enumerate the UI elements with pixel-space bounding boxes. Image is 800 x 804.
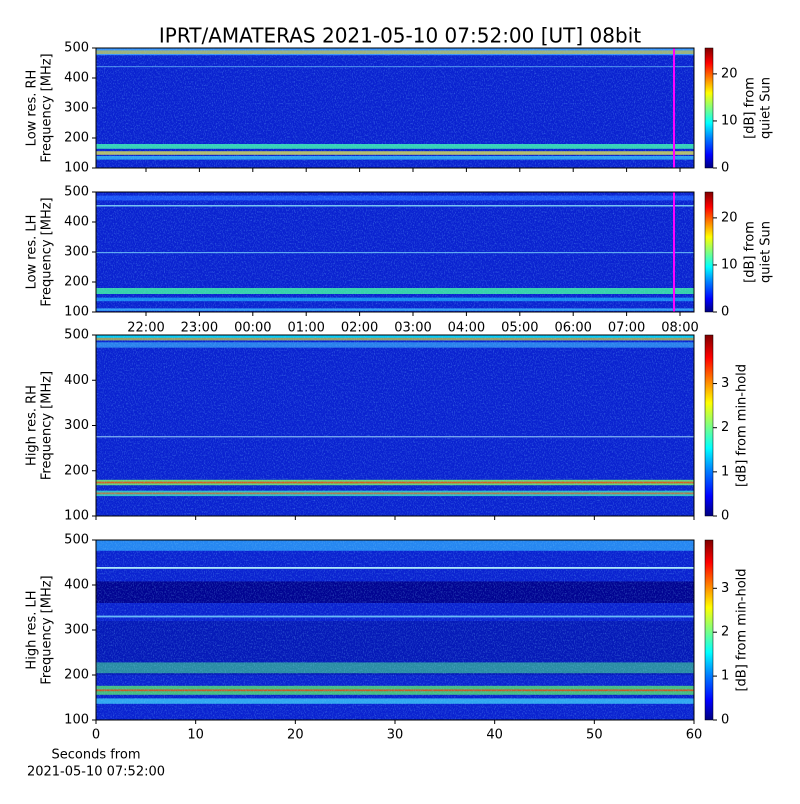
colorbar [704,191,714,313]
x-tick-label: 10 [187,728,204,743]
x-tick-label: 08:00 [661,321,698,336]
chart-title: IPRT/AMATERAS 2021-05-10 07:52:00 [UT] 0… [159,24,641,48]
y-tick-label: 200 [64,668,89,683]
y-tick-label: 500 [64,185,89,200]
x-tick-label: 02:00 [341,321,378,336]
x-tick-label: 23:00 [181,321,218,336]
x-tick-label: 22:00 [127,321,164,336]
x-tick-label: 05:00 [501,321,538,336]
y-tick-label: 500 [64,533,89,548]
y-tick-label: 100 [64,713,89,728]
y-tick-label: 400 [64,71,89,86]
y-axis-label: High res. RH [25,385,40,466]
y-axis-label: Low res. LH [25,215,40,290]
x-tick-label: 00:00 [234,321,271,336]
colorbar-tick-label: 0 [721,509,729,524]
spectrogram-texture [96,540,694,720]
colorbar-label: quiet Sun [759,221,774,283]
colorbar-label: [dB] from [743,221,758,283]
x-axis-label: 2021-05-10 07:52:00 [27,765,165,780]
y-tick-label: 300 [64,418,89,433]
colorbar-tick-label: 20 [721,66,738,81]
x-tick-label: 04:00 [448,321,485,336]
spectrogram-texture [96,48,694,168]
colorbar-label: [dB] from min-hold [735,364,750,487]
y-tick-label: 400 [64,215,89,230]
x-tick-label: 03:00 [394,321,431,336]
x-tick-label: 0 [92,728,100,743]
colorbar-label: quiet Sun [759,77,774,139]
x-tick-label: 01:00 [287,321,324,336]
x-tick-label: 06:00 [554,321,591,336]
colorbar-tick-label: 2 [721,625,729,640]
y-tick-label: 300 [64,245,89,260]
spectrogram-texture [96,335,694,516]
colorbar-label: [dB] from [743,77,758,139]
y-axis-label: Low res. RH [25,70,40,147]
y-tick-label: 500 [64,41,89,56]
x-tick-label: 07:00 [608,321,645,336]
colorbar-tick-label: 2 [721,420,729,435]
y-tick-label: 100 [64,509,89,524]
y-tick-label: 100 [64,161,89,176]
colorbar-tick-label: 0 [721,713,729,728]
colorbar-tick-label: 10 [721,113,738,128]
colorbar-tick-label: 20 [721,210,738,225]
y-axis-label: Frequency [MHz] [40,371,55,480]
colorbar-tick-label: 3 [721,376,729,391]
spectrogram-panel [95,191,695,313]
colorbar-label: [dB] from min-hold [735,568,750,691]
y-tick-label: 200 [64,131,89,146]
y-tick-label: 200 [64,275,89,290]
colorbar-tick-label: 3 [721,581,729,596]
spectrogram-panel [95,47,695,169]
x-tick-label: 50 [586,728,603,743]
colorbar-tick-label: 0 [721,161,729,176]
x-tick-label: 30 [387,728,404,743]
x-tick-label: 20 [287,728,304,743]
y-tick-label: 100 [64,305,89,320]
spectrogram-panel [95,334,695,517]
y-tick-label: 300 [64,101,89,116]
y-tick-label: 300 [64,623,89,638]
y-axis-label: Frequency [MHz] [40,53,55,162]
colorbar [704,334,714,517]
colorbar [704,47,714,169]
spectrogram-panel [95,539,695,721]
spectrogram-texture [96,192,694,312]
y-axis-label: High res. LH [25,590,40,669]
x-tick-label: 40 [486,728,503,743]
colorbar-tick-label: 1 [721,669,729,684]
y-tick-label: 200 [64,463,89,478]
y-tick-label: 400 [64,578,89,593]
colorbar-tick-label: 1 [721,464,729,479]
y-axis-label: Frequency [MHz] [40,197,55,306]
colorbar [704,539,714,721]
y-tick-label: 400 [64,373,89,388]
y-axis-label: Frequency [MHz] [40,575,55,684]
x-tick-label: 60 [686,728,703,743]
colorbar-tick-label: 10 [721,257,738,272]
colorbar-tick-label: 0 [721,305,729,320]
x-axis-label: Seconds from [51,748,140,763]
y-tick-label: 500 [64,328,89,343]
